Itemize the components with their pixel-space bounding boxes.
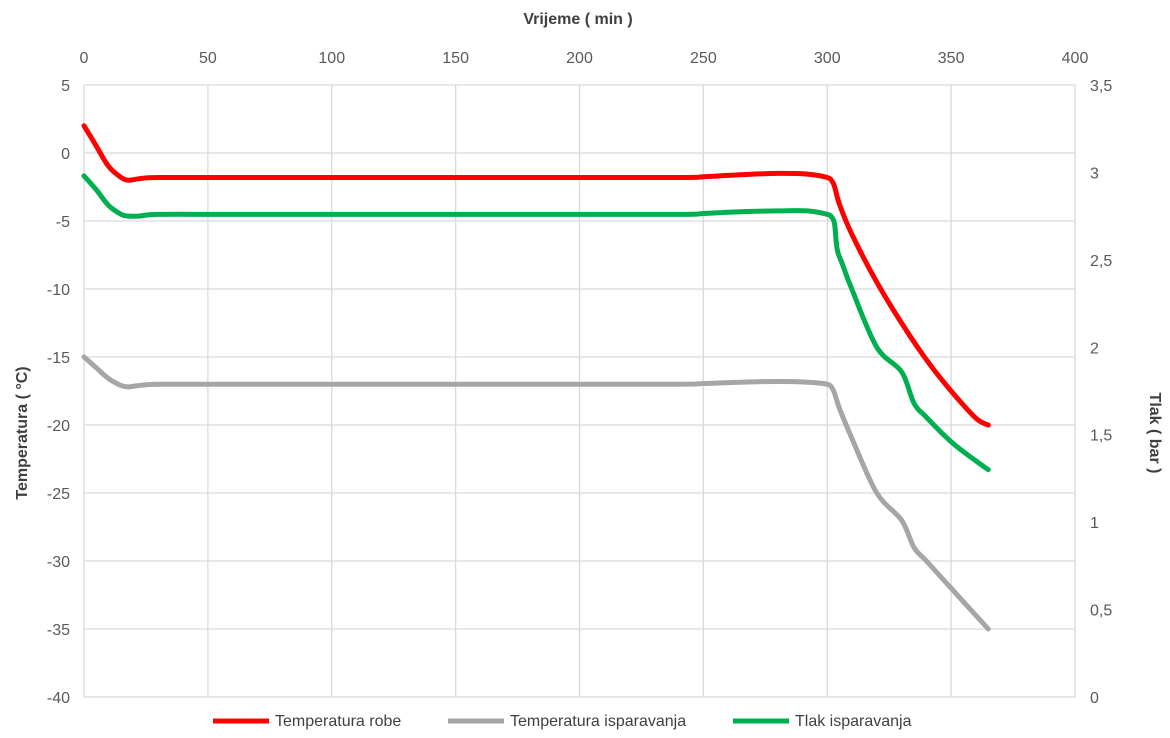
y-tick-label: -40 [47, 690, 70, 707]
y-tick-label: -35 [47, 622, 70, 639]
x-tick-label: 400 [1062, 50, 1089, 67]
x-tick-label: 100 [318, 50, 345, 67]
series-line-temperatura-isparavanja [81, 354, 991, 632]
series-line-tlak-isparavanja [81, 173, 991, 473]
y-tick-label: -25 [47, 486, 70, 503]
series-line-temperatura-robe [81, 123, 991, 428]
x-tick-label: 350 [938, 50, 965, 67]
legend-label-temperatura-isparavanja: Temperatura isparavanja [510, 713, 686, 730]
legend-label-temperatura-robe: Temperatura robe [275, 713, 401, 730]
y-tick-label: 0 [61, 146, 70, 163]
x-axis-title: Vrijeme ( min ) [523, 11, 632, 28]
y2-tick-label: 3 [1090, 165, 1099, 182]
y-tick-label: -30 [47, 554, 70, 571]
y2-tick-label: 3,5 [1090, 78, 1112, 95]
x-tick-label: 200 [566, 50, 593, 67]
x-tick-label: 50 [199, 50, 217, 67]
y-tick-label: -15 [47, 350, 70, 367]
tick-labels: 0 50 100 150 200 250 300 350 40050-5-10-15-20-25… [47, 50, 1112, 707]
y-tick-label: 5 [61, 78, 70, 95]
y2-axis-title: Tlak ( bar ) [1146, 393, 1163, 474]
x-tick-label: 250 [690, 50, 717, 67]
y2-tick-label: 2,5 [1090, 253, 1112, 270]
legend: Temperatura robe Temperatura isparavanja T… [213, 713, 912, 730]
y-tick-label: -10 [47, 282, 70, 299]
y2-tick-label: 0 [1090, 690, 1099, 707]
y-axis-title: Temperatura ( °C) [14, 366, 31, 499]
legend-label-tlak-isparavanja: Tlak isparavanja [795, 713, 912, 730]
y2-tick-label: 0,5 [1090, 603, 1112, 620]
y-tick-label: -20 [47, 418, 70, 435]
y2-tick-label: 1,5 [1090, 428, 1112, 445]
y2-tick-label: 1 [1090, 515, 1099, 532]
y2-tick-label: 2 [1090, 340, 1099, 357]
y-tick-label: -5 [56, 214, 70, 231]
grid [83, 84, 1076, 698]
x-tick-label: 0 [80, 50, 89, 67]
x-tick-label: 300 [814, 50, 841, 67]
x-tick-label: 150 [442, 50, 469, 67]
series-layer [81, 123, 991, 632]
